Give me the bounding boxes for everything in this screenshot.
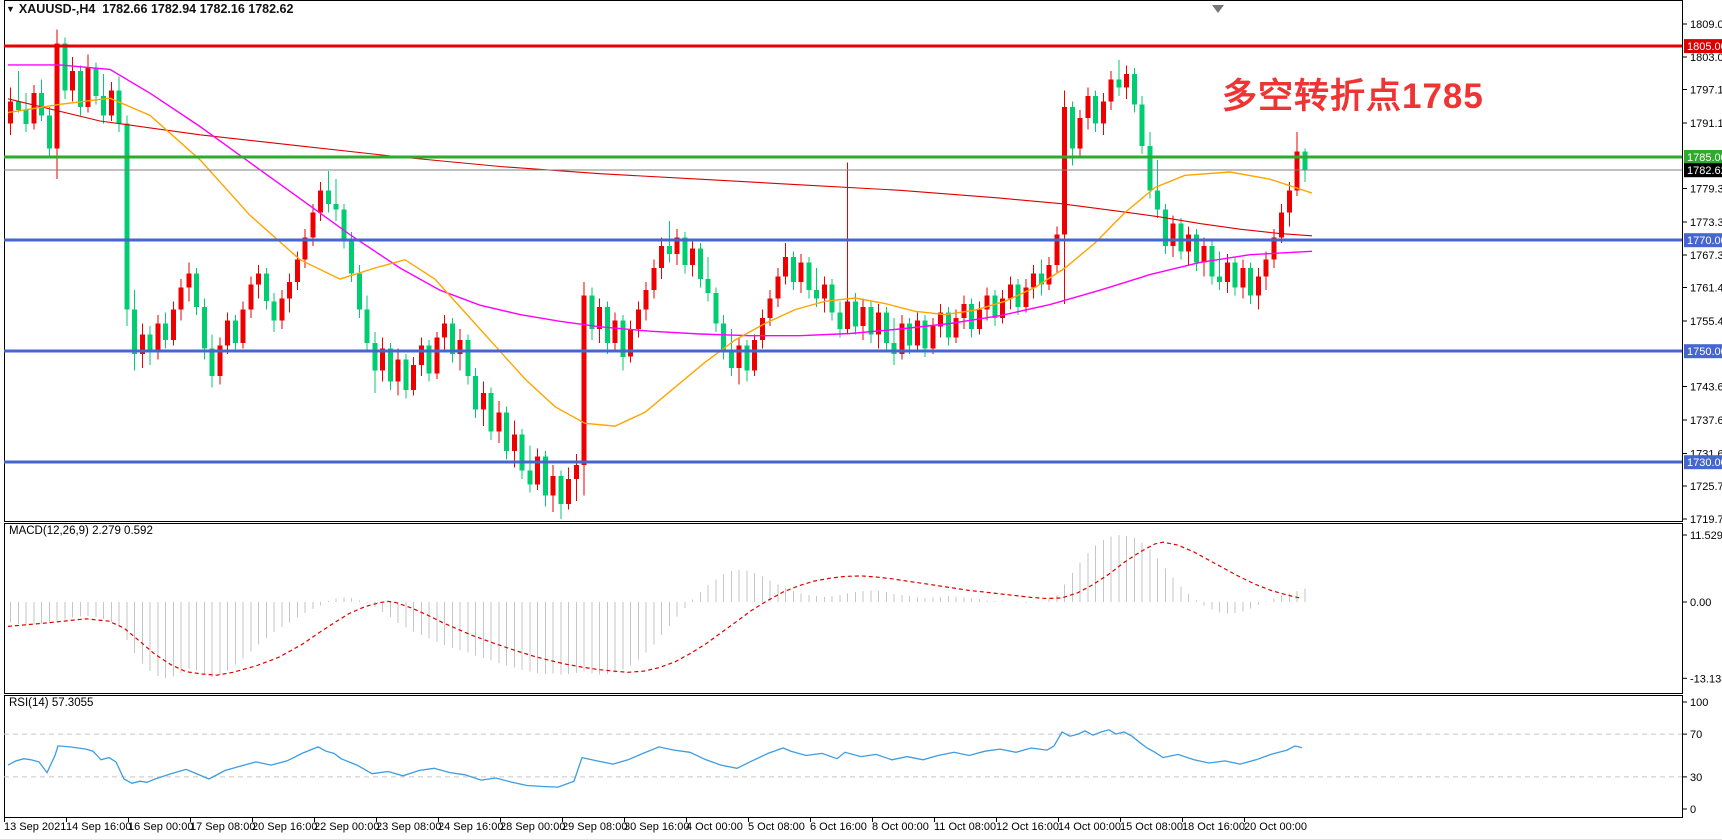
macd-indicator-label: MACD(12,26,9) 2.279 0.592 [9, 525, 153, 537]
date-axis-label: 15 Oct 08:00 [1120, 821, 1183, 833]
macd-signal-line [7, 541, 1303, 676]
date-axis-label: 22 Sep 00:00 [314, 821, 379, 833]
date-axis-label: 5 Oct 08:00 [748, 821, 805, 833]
ma-orange-line [7, 97, 1313, 427]
date-axis-label: 14 Sep 16:00 [66, 821, 131, 833]
price-axis-label: 1797.15 [1690, 85, 1722, 97]
date-axis-label: 23 Sep 08:00 [376, 821, 441, 833]
rsi-axis-label: 0 [1690, 804, 1696, 816]
candles [8, 29, 1308, 519]
date-axis-label: 4 Oct 00:00 [686, 821, 743, 833]
price-axis-label: 1737.60 [1690, 415, 1722, 427]
price-axis-label: 1761.45 [1690, 283, 1722, 295]
symbol-period-label: XAUUSD-,H4 [18, 2, 96, 16]
price-axis-label: 1791.15 [1690, 118, 1722, 130]
price-axis[interactable]: 1809.00 1803.00 1797.15 1791.15 1779.30 1773.… [1682, 19, 1722, 526]
rsi-axis-label: 100 [1690, 697, 1708, 709]
price-axis-label: 1809.00 [1690, 19, 1722, 31]
price-axis-label: 1755.45 [1690, 316, 1722, 328]
price-badge-label: 1730.00 [1687, 457, 1722, 469]
date-axis-label: 11 Oct 08:00 [934, 821, 996, 833]
date-axis-label: 28 Sep 00:00 [500, 821, 565, 833]
price-axis-label: 1773.30 [1690, 217, 1722, 229]
date-axis-label: 8 Oct 00:00 [872, 821, 929, 833]
rsi-line [7, 729, 1303, 788]
macd-axis-label: -13.133 [1690, 673, 1722, 685]
date-axis-label: 18 Oct 16:00 [1182, 821, 1245, 833]
price-axis-label: 1743.60 [1690, 382, 1722, 394]
symbol-dropdown-icon[interactable]: ▼ [6, 4, 15, 14]
price-badge-label: 1782.62 [1687, 165, 1722, 177]
date-axis-label: 17 Sep 08:00 [190, 821, 255, 833]
rsi-level-lines [4, 733, 1682, 778]
date-axis-label: 20 Sep 16:00 [252, 821, 317, 833]
rsi-axis[interactable]: 100 70 30 0 [1682, 697, 1708, 816]
date-axis-label: 16 Sep 00:00 [128, 821, 193, 833]
price-axis-label: 1803.00 [1690, 52, 1722, 64]
date-axis-label: 24 Sep 16:00 [438, 821, 503, 833]
price-badge-label: 1750.00 [1687, 346, 1722, 358]
ohlc-values: 1782.66 1782.94 1782.16 1782.62 [102, 2, 294, 16]
annotation-text[interactable]: 多空转折点1785 [1222, 77, 1484, 116]
horizontal-level-lines[interactable] [4, 44, 1682, 464]
ma-magenta-line [8, 64, 1313, 337]
price-badge-label: 1785.00 [1687, 152, 1722, 164]
price-axis-label: 1779.30 [1690, 184, 1722, 196]
date-axis-label: 13 Sep 2021 [4, 821, 66, 833]
macd-histogram [10, 535, 1306, 679]
rsi-axis-label: 30 [1690, 772, 1702, 784]
date-axis-label: 14 Oct 00:00 [1058, 821, 1121, 833]
date-axis-label: 12 Oct 16:00 [996, 821, 1059, 833]
macd-axis-label: 11.529 [1690, 530, 1722, 542]
price-badge-label: 1770.00 [1687, 235, 1722, 247]
date-axis-label: 20 Oct 00:00 [1244, 821, 1307, 833]
price-axis-label: 1725.75 [1690, 481, 1722, 493]
price-badges: 1805.00 1785.00 1770.00 1750.00 1730.00 1782.… [1684, 39, 1722, 470]
macd-axis[interactable]: 11.529 0.00 -13.133 [1682, 530, 1722, 685]
price-badge-label: 1805.00 [1687, 41, 1722, 53]
price-axis-label: 1719.75 [1690, 514, 1722, 526]
chart-shift-marker-icon[interactable] [1212, 5, 1224, 13]
macd-axis-label: 0.00 [1690, 597, 1711, 609]
ma-red-line [7, 98, 1313, 237]
date-axis-label: 6 Oct 16:00 [810, 821, 867, 833]
price-axis-label: 1767.30 [1690, 250, 1722, 262]
date-axis-label: 30 Sep 16:00 [624, 821, 689, 833]
rsi-axis-label: 70 [1690, 729, 1702, 741]
date-axis-label: 29 Sep 08:00 [562, 821, 627, 833]
rsi-indicator-label: RSI(14) 57.3055 [9, 697, 94, 709]
chart-title: ▼ XAUUSD-,H4 1782.66 1782.94 1782.16 1782… [6, 2, 293, 16]
